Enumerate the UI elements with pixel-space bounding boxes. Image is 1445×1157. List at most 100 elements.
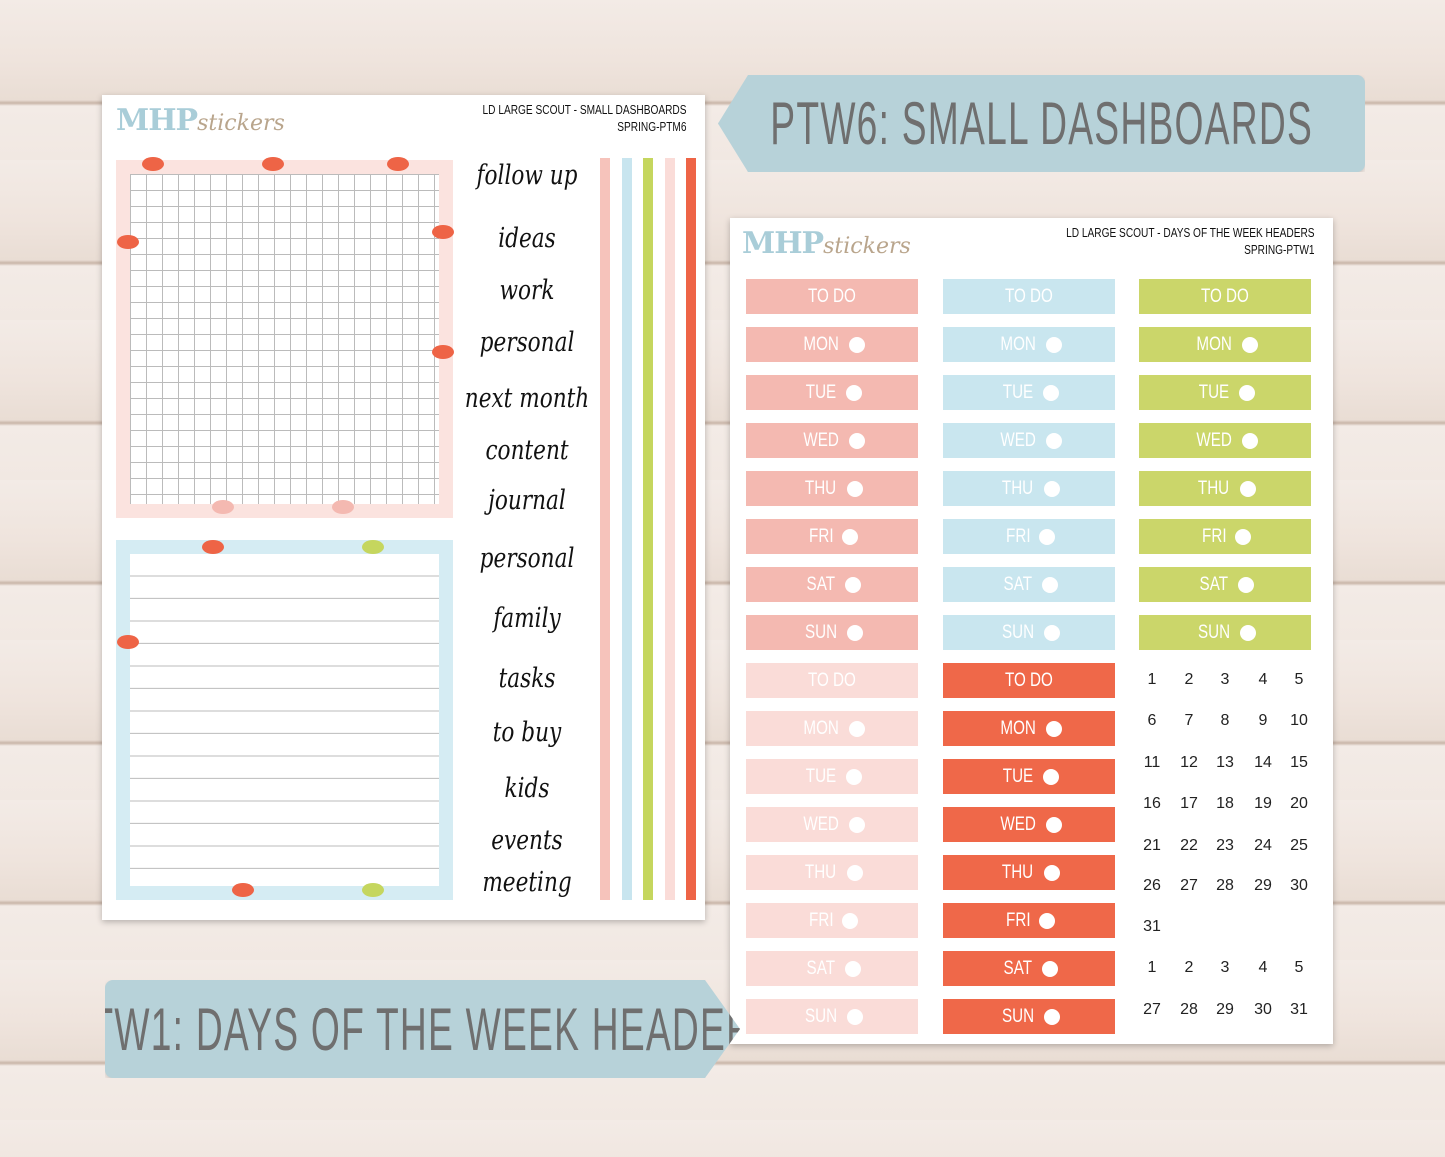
days-of-week-sheet: MHPstickers LD LARGE SCOUT - DAYS OF THE…: [730, 218, 1333, 1044]
day-header-sticker: THU: [746, 855, 918, 890]
date-number-sticker: 5: [1294, 959, 1304, 976]
date-number-sticker: 17: [1180, 795, 1198, 812]
dashboard-word-sticker: kids: [504, 773, 550, 804]
dashboard-word-sticker: ideas: [498, 223, 556, 254]
circle-icon: [844, 576, 861, 593]
date-number-sticker: 20: [1290, 795, 1308, 812]
color-stripe: [664, 158, 675, 900]
sheet-title: LD LARGE SCOUT - SMALL DASHBOARDS SPRING-…: [483, 102, 687, 134]
day-header-sticker: SUN: [943, 615, 1115, 650]
circle-icon: [1039, 912, 1056, 929]
day-header-sticker: TO DO: [943, 663, 1115, 698]
flower-decoration: [362, 883, 384, 897]
day-label: FRI: [808, 909, 834, 931]
circle-icon: [846, 480, 863, 497]
date-number-sticker: 28: [1216, 877, 1234, 894]
day-label: FRI: [1005, 525, 1031, 547]
dashboard-word-sticker: personal: [479, 327, 575, 358]
ptw1-banner: PTW1: DAYS OF THE WEEK HEADERS: [105, 980, 740, 1078]
circle-icon: [846, 864, 863, 881]
day-label: WED: [1000, 813, 1036, 835]
circle-icon: [1239, 480, 1256, 497]
flower-decoration: [432, 225, 454, 239]
date-number-sticker: 5: [1294, 671, 1304, 688]
dashboard-word-sticker: personal: [479, 543, 575, 574]
day-label: THU: [1198, 477, 1230, 499]
day-header-sticker: FRI: [746, 519, 918, 554]
date-number-sticker: 13: [1216, 754, 1234, 771]
day-header-sticker: MON: [1139, 327, 1311, 362]
circle-icon: [1043, 480, 1060, 497]
circle-icon: [847, 624, 864, 641]
day-label: SUN: [1001, 621, 1035, 643]
color-stripe: [621, 158, 632, 900]
circle-icon: [842, 528, 859, 545]
small-dashboards-sheet: MHPstickers LD LARGE SCOUT - SMALL DASHB…: [102, 95, 705, 920]
day-header-sticker: TUE: [746, 375, 918, 410]
circle-icon: [1043, 384, 1059, 401]
day-header-sticker: THU: [943, 855, 1115, 890]
grid-dashboard: [116, 160, 453, 518]
flower-decoration: [117, 635, 139, 649]
day-header-sticker: TUE: [1139, 375, 1311, 410]
flower-decoration: [202, 540, 224, 554]
day-header-sticker: WED: [943, 807, 1115, 842]
color-stripe: [600, 158, 610, 900]
circle-icon: [1044, 1008, 1061, 1025]
date-number-sticker: 29: [1254, 877, 1272, 894]
day-label: THU: [1002, 477, 1034, 499]
circle-icon: [1043, 864, 1060, 881]
date-number-sticker: 19: [1254, 795, 1272, 812]
day-header-sticker: TO DO: [943, 279, 1115, 314]
circle-icon: [849, 336, 866, 353]
flower-decoration: [262, 157, 284, 171]
day-header-sticker: THU: [746, 471, 918, 506]
day-header-sticker: TO DO: [1139, 279, 1311, 314]
date-number-sticker: 31: [1290, 1001, 1308, 1018]
dashboard-word-sticker: meeting: [482, 867, 572, 898]
ptw6-banner: PTW6: SMALL DASHBOARDS: [718, 75, 1365, 172]
day-header-sticker: WED: [746, 807, 918, 842]
day-label: MON: [1196, 333, 1232, 355]
day-label: FRI: [808, 525, 834, 547]
day-header-sticker: TUE: [943, 759, 1115, 794]
date-number-sticker: 9: [1258, 712, 1268, 729]
day-header-sticker: WED: [1139, 423, 1311, 458]
date-number-sticker: 27: [1143, 1001, 1161, 1018]
day-label: FRI: [1201, 525, 1227, 547]
circle-icon: [1235, 528, 1252, 545]
day-label: MON: [803, 717, 839, 739]
day-label: WED: [803, 429, 839, 451]
circle-icon: [1046, 336, 1063, 353]
day-header-sticker: WED: [746, 423, 918, 458]
flower-decoration: [362, 540, 384, 554]
date-number-sticker: 2: [1184, 671, 1194, 688]
date-number-sticker: 2: [1184, 959, 1194, 976]
dashboard-word-sticker: family: [493, 603, 561, 634]
circle-icon: [1041, 960, 1058, 977]
day-header-sticker: SAT: [943, 951, 1115, 986]
sheet-title: LD LARGE SCOUT - DAYS OF THE WEEK HEADER…: [1066, 225, 1315, 257]
date-number-sticker: 27: [1180, 877, 1198, 894]
flower-decoration: [142, 157, 164, 171]
circle-icon: [846, 768, 862, 785]
day-label: TO DO: [1201, 285, 1249, 307]
dashboard-word-sticker: work: [499, 275, 555, 306]
day-label: MON: [803, 333, 839, 355]
day-header-sticker: SAT: [943, 567, 1115, 602]
date-number-sticker: 24: [1254, 837, 1272, 854]
circle-icon: [1242, 336, 1259, 353]
mhp-logo: MHPstickers: [116, 103, 285, 138]
day-label: WED: [803, 813, 839, 835]
lined-dashboard: [116, 540, 453, 900]
day-header-sticker: THU: [943, 471, 1115, 506]
day-label: SAT: [1199, 573, 1229, 595]
day-label: SAT: [806, 573, 836, 595]
day-label: WED: [1000, 429, 1036, 451]
day-label: THU: [1002, 861, 1034, 883]
circle-icon: [842, 912, 859, 929]
circle-icon: [1044, 624, 1061, 641]
circle-icon: [846, 384, 862, 401]
day-label: FRI: [1005, 909, 1031, 931]
circle-icon: [1237, 576, 1254, 593]
